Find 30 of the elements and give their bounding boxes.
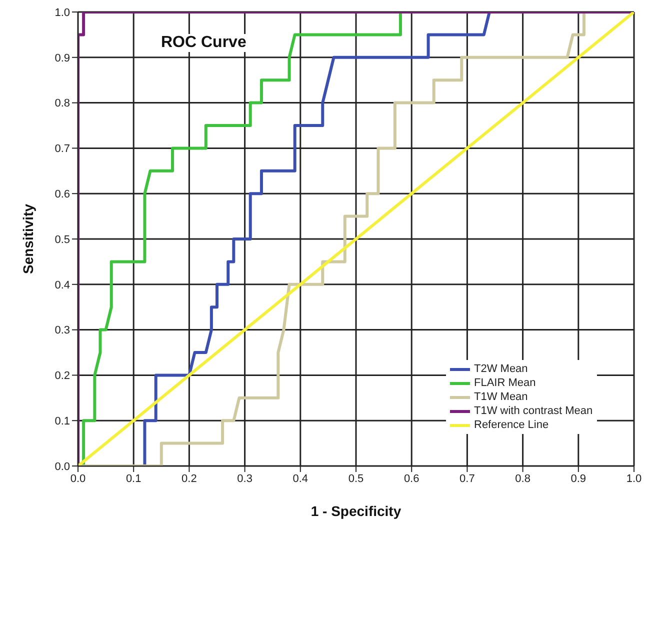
legend-label: Reference Line [474,419,549,431]
legend-label: T1W with contrast Mean [474,405,593,417]
y-tick-label: 0.3 [54,324,70,337]
x-tick-label: 0.6 [404,472,420,485]
x-tick-label: 0.7 [460,472,475,485]
legend-label: T2W Mean [474,363,528,375]
y-tick-label: 0.2 [54,370,70,382]
y-tick-label: 1.0 [54,6,70,19]
y-tick-label: 0.0 [54,460,70,473]
text: ROC Curve [158,34,250,52]
x-tick-label: 0.4 [292,472,308,485]
x-tick-label: 1.0 [626,472,642,485]
x-tick-label: 0.8 [515,472,530,485]
y-tick-label: 0.4 [54,279,70,292]
x-axis-title: 1 - Specificity [310,503,402,519]
x-tick-label: 0.9 [570,472,586,485]
x-tick-label: 0.2 [182,472,197,485]
x-tick-label: 0.0 [70,472,86,485]
y-tick-label: 0.5 [54,234,70,246]
y-tick-label: 0.9 [54,52,70,64]
x-tick-label: 0.3 [237,472,252,485]
y-axis-title: Sensitivity [20,204,36,274]
y-tick-label: 0.8 [54,98,70,110]
y-tick-label: 0.6 [54,188,70,201]
legend-label: T1W Mean [474,391,528,403]
legend-label: FLAIR Mean [474,377,536,389]
y-tick-label: 0.1 [54,416,70,428]
x-tick-label: 0.1 [126,472,142,485]
x-tick-label: 0.5 [348,472,364,485]
y-tick-label: 0.7 [54,143,70,156]
